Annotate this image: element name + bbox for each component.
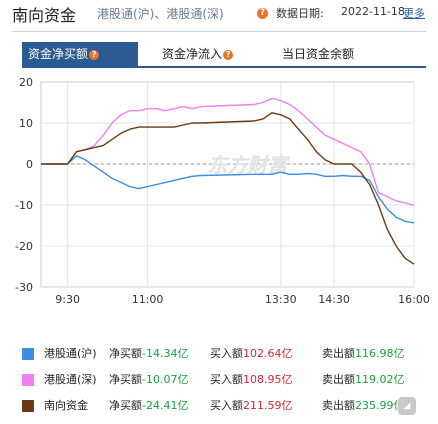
legend-row-southbound: 南向资金 净买额-24.41亿 买入额211.59亿 卖出额235.99亿 [22, 398, 432, 414]
series-line-hgt-sz [41, 97, 415, 206]
buy-label: 买入额 [210, 399, 243, 412]
y-tick-label: 20 [19, 76, 33, 89]
legend-buy: 买入额211.59亿 [210, 398, 293, 414]
legend-buy: 买入额108.95亿 [210, 372, 293, 388]
legend-sell: 卖出额116.98亿 [322, 346, 405, 362]
legend-row-hgt-sz: 港股通(深) 净买额-10.07亿 买入额108.95亿 卖出额119.02亿 [22, 372, 432, 388]
series-line-hgt-sh [41, 155, 415, 224]
sell-value: 116.98亿 [355, 347, 405, 360]
page-subtitle: 港股通(沪)、港股通(深) [97, 7, 224, 21]
help-icon[interactable]: ? [223, 49, 234, 60]
legend-swatch [22, 400, 34, 412]
sell-value: 235.99亿 [355, 399, 405, 412]
date-value: 2022-11-18 [341, 5, 405, 18]
help-icon[interactable]: ? [257, 8, 268, 19]
net-value: -14.34亿 [142, 347, 189, 360]
net-label: 净买额 [109, 373, 142, 386]
sell-value: 119.02亿 [355, 373, 405, 386]
buy-label: 买入额 [210, 347, 243, 360]
tab-underline [22, 66, 426, 68]
tab-balance-label: 当日资金余额 [282, 47, 355, 61]
legend-buy: 买入额102.64亿 [210, 346, 293, 362]
tab-net-buy[interactable]: 资金净买额? [22, 42, 138, 66]
header-divider [12, 31, 426, 32]
legend-net: 净买额-10.07亿 [109, 372, 188, 388]
y-tick-label: -30 [15, 281, 33, 294]
legend-swatch [22, 374, 34, 386]
app-logo-icon: ◢ [398, 397, 416, 415]
x-tick-label: 16:00 [398, 293, 430, 306]
date-label: 数据日期: [276, 7, 324, 20]
legend-name: 南向资金 [44, 399, 88, 412]
buy-value: 108.95亿 [243, 373, 293, 386]
legend-net: 净买额-14.34亿 [109, 346, 188, 362]
y-tick-label: 0 [26, 158, 33, 171]
buy-value: 211.59亿 [243, 399, 293, 412]
series-line-southbound [41, 112, 415, 265]
y-tick-label: -20 [15, 240, 33, 253]
net-label: 净买额 [109, 399, 142, 412]
x-tick-label: 9:30 [55, 293, 80, 306]
x-tick-label: 13:30 [265, 293, 297, 306]
legend-row-hgt-sh: 港股通(沪) 净买额-14.34亿 买入额102.64亿 卖出额116.98亿 [22, 346, 432, 362]
y-tick-label: 10 [19, 117, 33, 130]
x-tick-label: 11:00 [132, 293, 164, 306]
more-link[interactable]: 更多 [403, 7, 425, 20]
legend-name: 港股通(沪) [44, 347, 97, 360]
net-value: -24.41亿 [142, 399, 189, 412]
buy-value: 102.64亿 [243, 347, 293, 360]
tab-net-inflow-label: 资金净流入 [162, 47, 223, 61]
header: 南向资金 港股通(沪)、港股通(深) ? 数据日期: 2022-11-18 更多 [0, 0, 438, 30]
net-label: 净买额 [109, 347, 142, 360]
legend-name: 港股通(深) [44, 373, 97, 386]
legend-sell: 卖出额119.02亿 [322, 372, 405, 388]
page-title: 南向资金 [12, 6, 77, 25]
tab-net-buy-label: 资金净买额 [28, 47, 89, 61]
tab-balance[interactable]: 当日资金余额 [282, 42, 354, 66]
tab-net-inflow[interactable]: 资金净流入? [162, 42, 234, 66]
help-icon[interactable]: ? [89, 49, 100, 60]
sell-label: 卖出额 [322, 347, 355, 360]
legend-net: 净买额-24.41亿 [109, 398, 188, 414]
sell-label: 卖出额 [322, 399, 355, 412]
y-tick-label: -10 [15, 199, 33, 212]
plot-frame [40, 81, 415, 288]
x-tick-label: 14:30 [318, 293, 350, 306]
buy-label: 买入额 [210, 373, 243, 386]
sell-label: 卖出额 [322, 373, 355, 386]
net-value: -10.07亿 [142, 373, 189, 386]
legend-sell: 卖出额235.99亿 [322, 398, 405, 414]
legend-swatch [22, 348, 34, 360]
